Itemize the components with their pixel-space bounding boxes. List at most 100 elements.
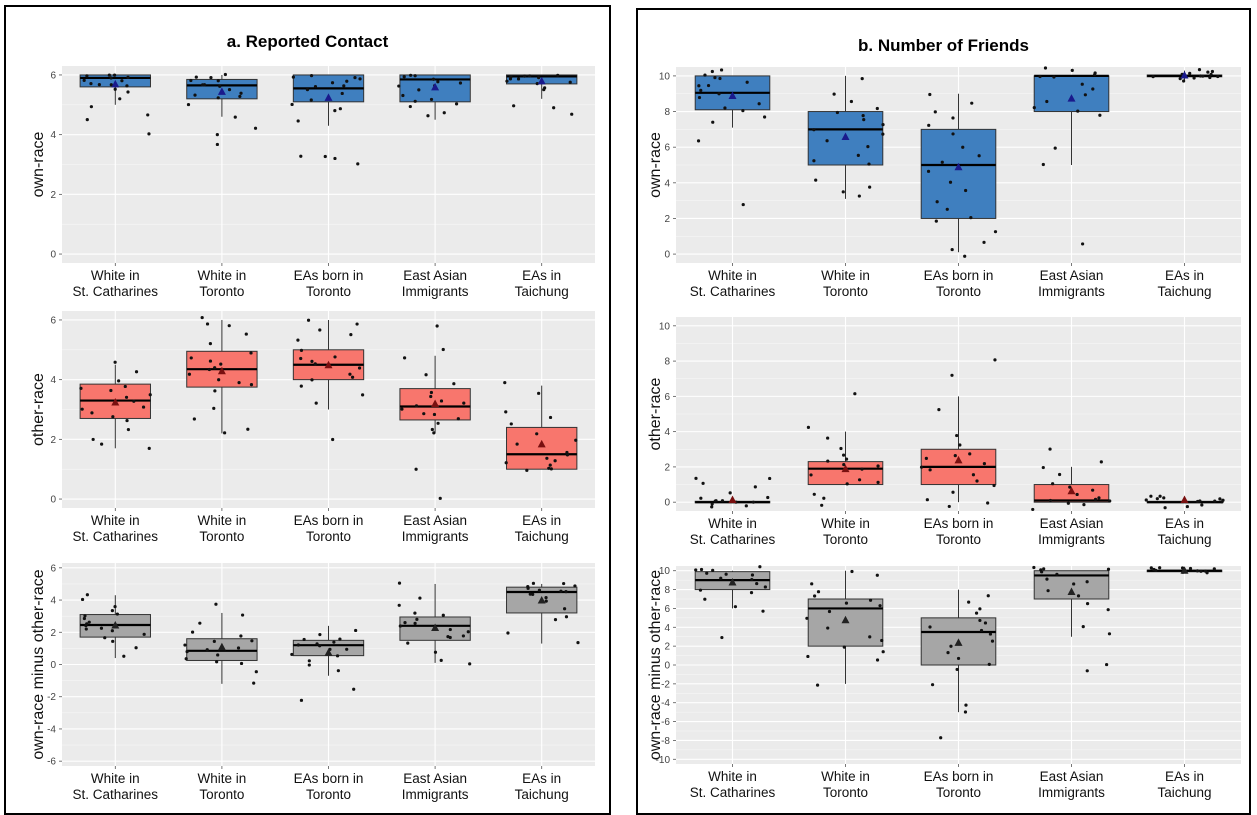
data-point (812, 128, 816, 132)
data-point (429, 394, 433, 399)
data-point (239, 91, 243, 95)
y-tick-label: 4 (664, 623, 670, 634)
x-category-label: White in (708, 268, 757, 283)
y-tick-label: 2 (664, 462, 670, 473)
data-point (1085, 580, 1089, 584)
data-point (215, 142, 219, 147)
data-point (1163, 506, 1167, 510)
data-point (296, 643, 300, 647)
x-category-label: Toronto (306, 284, 351, 299)
data-point (1075, 492, 1079, 497)
data-point (330, 81, 335, 85)
data-point (1066, 501, 1070, 505)
y-tick-label: 6 (664, 392, 670, 403)
data-point (83, 614, 87, 618)
data-point (576, 640, 580, 645)
data-point (745, 80, 749, 84)
data-point (562, 581, 566, 586)
data-point (349, 333, 353, 337)
data-point (113, 360, 117, 364)
data-point (806, 654, 810, 659)
data-point (340, 91, 344, 96)
data-point (107, 73, 111, 77)
data-point (120, 79, 124, 83)
data-point (548, 463, 552, 467)
data-point (506, 631, 510, 635)
data-point (937, 407, 941, 412)
data-point (856, 153, 860, 157)
data-point (1091, 488, 1095, 492)
data-point (1158, 494, 1162, 498)
data-point (1208, 75, 1212, 80)
data-point (237, 381, 241, 385)
mean-marker (537, 596, 546, 604)
data-point (719, 576, 723, 580)
y-tick-label: 4 (50, 375, 56, 386)
data-point (568, 80, 572, 84)
data-point (147, 446, 151, 450)
data-point (924, 456, 928, 461)
data-point (432, 412, 437, 417)
x-category-label: White in (91, 513, 140, 528)
x-category-label: St. Catharines (690, 785, 776, 800)
data-point (696, 139, 701, 143)
data-point (948, 180, 953, 184)
data-point (768, 476, 772, 481)
data-point (1040, 570, 1044, 574)
data-point (815, 683, 820, 687)
data-point (842, 462, 846, 467)
data-point (90, 411, 94, 415)
data-point (956, 656, 961, 661)
y-tick-label: 6 (664, 604, 670, 615)
data-point (816, 590, 821, 594)
data-point (741, 202, 745, 207)
x-category-label: St. Catharines (690, 532, 776, 547)
data-point (988, 632, 993, 636)
data-point (528, 74, 532, 78)
data-point (542, 88, 546, 92)
data-point (1085, 601, 1090, 606)
data-point (85, 74, 89, 78)
data-point (1196, 499, 1200, 504)
data-point (216, 79, 220, 83)
data-point (1188, 566, 1193, 571)
data-point (1192, 76, 1196, 80)
data-point (978, 618, 982, 623)
data-point (342, 84, 346, 88)
data-point (1205, 571, 1209, 575)
data-point (99, 626, 104, 630)
data-point (233, 115, 237, 119)
box (920, 128, 997, 219)
data-point (1031, 507, 1035, 512)
data-point (1080, 82, 1084, 86)
data-point (1098, 113, 1102, 117)
data-point (215, 133, 219, 137)
data-point (860, 467, 864, 471)
data-point (122, 654, 126, 658)
data-point (705, 571, 709, 575)
x-category-label: Toronto (823, 532, 868, 547)
data-point (841, 190, 845, 194)
data-point (209, 75, 213, 80)
data-point (118, 97, 122, 101)
data-point (857, 478, 862, 482)
data-point (1188, 71, 1192, 75)
data-point (1070, 68, 1074, 72)
data-point (146, 113, 150, 117)
data-point (1149, 566, 1153, 570)
data-point (397, 603, 401, 607)
mean-marker (537, 76, 546, 85)
data-point (512, 104, 516, 108)
mean-marker (728, 578, 737, 586)
x-category-label: White in (198, 268, 247, 283)
data-point (85, 593, 89, 597)
data-point (432, 431, 436, 435)
data-point (126, 427, 130, 432)
data-point (971, 473, 976, 477)
data-point (1072, 582, 1076, 586)
data-point (1097, 496, 1101, 500)
mean-marker (1067, 94, 1076, 102)
mean-marker (1180, 71, 1189, 79)
mean-marker (1180, 566, 1189, 574)
data-point (239, 634, 243, 638)
